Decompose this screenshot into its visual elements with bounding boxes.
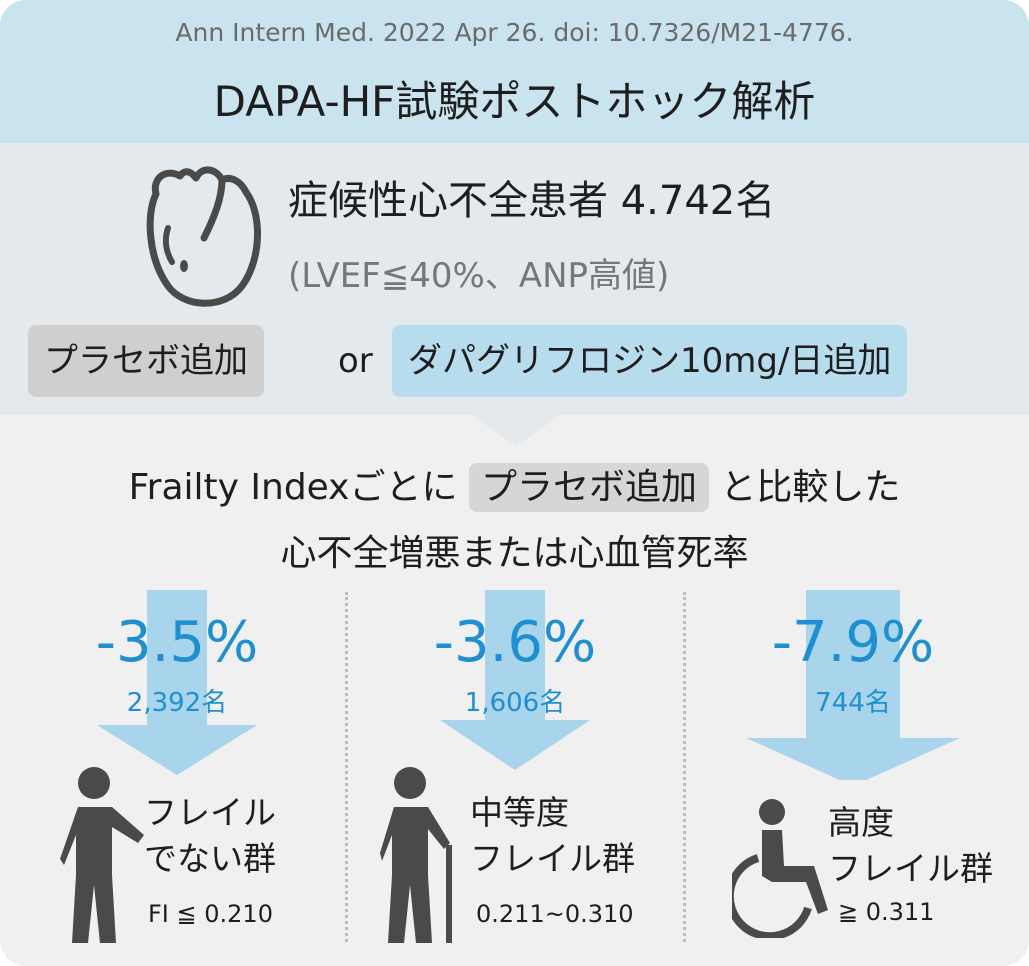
frailty-threshold: FI ≦ 0.210 <box>148 900 273 928</box>
event-reduction: -3.6% <box>433 610 597 675</box>
population-main: 症候性心不全患者 4.742名 <box>288 178 776 224</box>
event-reduction: -7.9% <box>771 610 935 675</box>
down-arrow-icon <box>440 590 590 770</box>
group-label: 中等度 フレイル群 <box>470 793 635 878</box>
dapagliflozin-arm: ダパグリフロジン10mg/日追加 <box>392 325 908 397</box>
group-column-severe-frail: -7.9% 744名 高度 フレイル群 ≧ 0.311 <box>688 590 1018 966</box>
group-column-not-frail: -3.5% 2,392名 フレイル でない群 FI ≦ 0.210 <box>12 590 342 966</box>
column-divider <box>683 592 686 942</box>
walking-person-icon <box>60 767 144 943</box>
citation: Ann Intern Med. 2022 Apr 26. doi: 10.732… <box>175 18 854 47</box>
population-criteria: (LVEF≦40%、ANP高値) <box>288 256 670 296</box>
placebo-arm: プラセボ追加 <box>28 325 264 397</box>
patient-count: 2,392名 <box>126 688 228 718</box>
comparison-line-1: Frailty Indexごとに プラセボ追加 と比較した <box>0 458 1029 512</box>
page-title: DAPA-HF試験ポストホック解析 <box>213 77 816 126</box>
comparison-suffix: と比較した <box>720 467 901 508</box>
or-text: or <box>338 341 373 381</box>
wheelchair-icon <box>732 799 828 938</box>
patient-count: 744名 <box>815 688 891 718</box>
header: Ann Intern Med. 2022 Apr 26. doi: 10.732… <box>0 0 1029 143</box>
panel-pointer <box>470 414 562 446</box>
heart-icon <box>146 166 262 307</box>
comparison-line-2: 心不全増悪または心血管死率 <box>280 533 749 574</box>
placebo-chip: プラセボ追加 <box>468 463 709 512</box>
down-arrow-icon <box>746 590 960 780</box>
patient-count: 1,606名 <box>464 688 566 718</box>
frailty-threshold: 0.211~0.310 <box>476 900 634 928</box>
group-label: 高度 フレイル群 <box>828 803 993 888</box>
frailty-threshold: ≧ 0.311 <box>838 898 935 926</box>
person-with-cane-icon <box>380 767 452 943</box>
down-arrow-icon <box>97 590 257 775</box>
group-label: フレイル でない群 <box>144 793 276 878</box>
column-divider <box>345 592 348 942</box>
comparison-prefix: Frailty Indexごとに <box>128 467 458 508</box>
group-column-moderate-frail: -3.6% 1,606名 中等度 フレイル群 0.211~0.310 <box>350 590 680 966</box>
event-reduction: -3.5% <box>95 610 259 675</box>
